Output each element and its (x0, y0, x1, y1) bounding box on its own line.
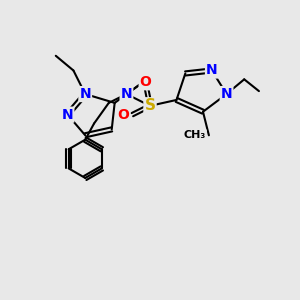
Text: N: N (221, 87, 232, 101)
Text: N: N (62, 108, 74, 122)
Text: O: O (118, 108, 129, 122)
Text: S: S (145, 98, 155, 113)
Text: N: N (80, 87, 91, 101)
Text: CH₃: CH₃ (184, 130, 206, 140)
Text: O: O (140, 75, 152, 89)
Text: N: N (206, 64, 218, 77)
Text: N: N (121, 87, 132, 101)
